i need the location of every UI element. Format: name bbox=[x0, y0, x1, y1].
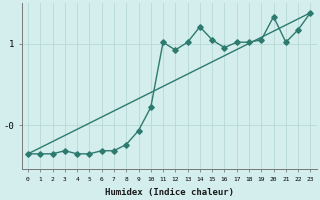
X-axis label: Humidex (Indice chaleur): Humidex (Indice chaleur) bbox=[105, 188, 234, 197]
